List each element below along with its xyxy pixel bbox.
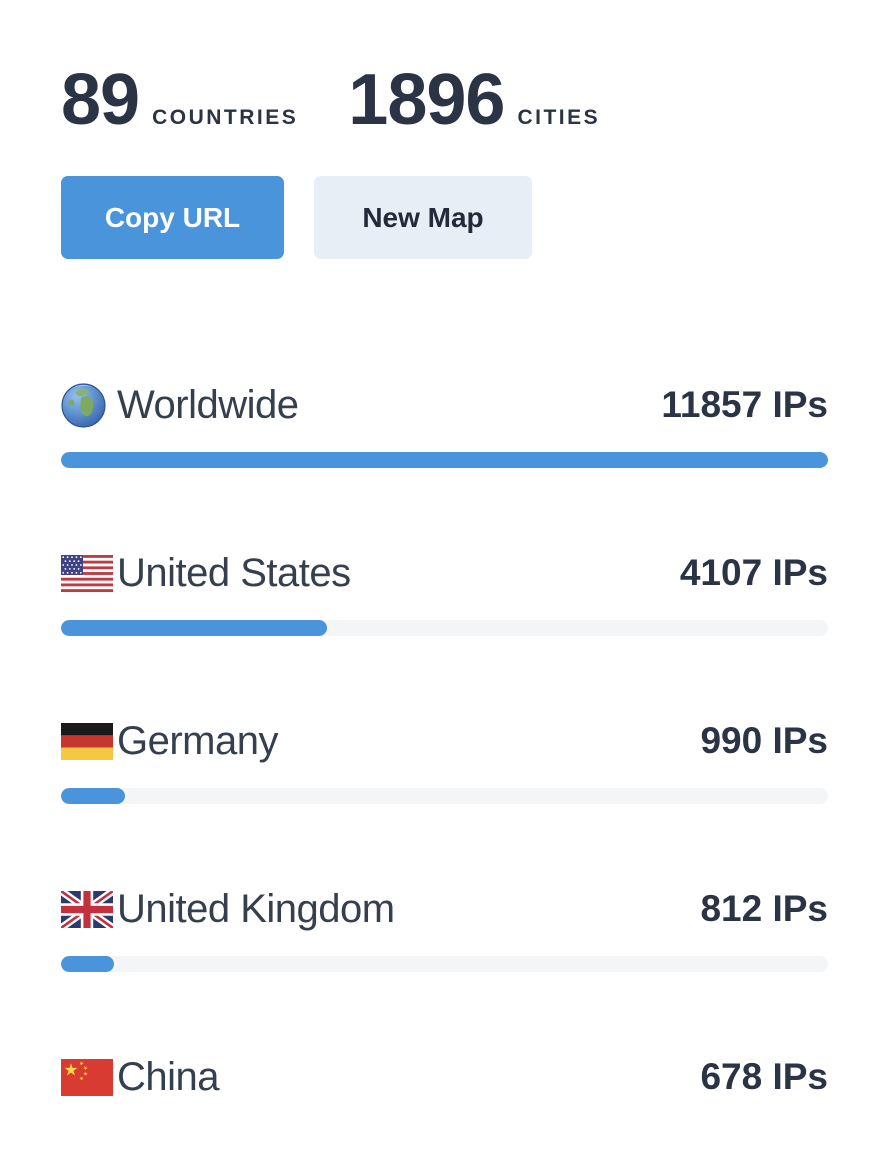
list-item: Germany 990 IPs <box>61 719 828 804</box>
location-name: United Kingdom <box>117 886 395 931</box>
countries-count: 89 <box>61 60 140 140</box>
flag-united-states-icon <box>61 551 113 595</box>
list-item: China 678 IPs <box>61 1055 828 1099</box>
new-map-button[interactable]: New Map <box>314 176 532 259</box>
cities-label: CITIES <box>517 106 601 129</box>
action-buttons: Copy URL New Map <box>61 176 886 259</box>
copy-url-button[interactable]: Copy URL <box>61 176 284 259</box>
list-item: United Kingdom 812 IPs <box>61 887 828 972</box>
progress-track <box>61 788 828 804</box>
ip-count: 990 IPs <box>700 720 828 761</box>
list-item-header: United States 4107 IPs <box>61 551 828 595</box>
ip-count: 812 IPs <box>700 888 828 929</box>
cities-stat: 1896 CITIES <box>348 64 600 136</box>
location-name: Germany <box>117 718 279 763</box>
flag-germany-icon <box>61 719 113 763</box>
list-item-header: China 678 IPs <box>61 1055 828 1099</box>
list-item-header: United Kingdom 812 IPs <box>61 887 828 931</box>
list-item-header: Worldwide 11857 IPs <box>61 382 828 428</box>
location-list: Worldwide 11857 IPs United States 4107 I… <box>61 383 828 1099</box>
progress-fill <box>61 956 114 972</box>
flag-china-icon <box>61 1055 113 1099</box>
countries-label: COUNTRIES <box>152 106 299 129</box>
location-name: United States <box>117 550 351 595</box>
progress-track <box>61 956 828 972</box>
flag-united-kingdom-icon <box>61 887 113 931</box>
progress-fill <box>61 452 828 468</box>
list-item: United States 4107 IPs <box>61 551 828 636</box>
ip-count: 678 IPs <box>700 1056 828 1097</box>
countries-stat: 89 COUNTRIES <box>61 64 298 136</box>
ip-count: 4107 IPs <box>679 552 828 593</box>
list-item: Worldwide 11857 IPs <box>61 383 828 468</box>
cities-count: 1896 <box>348 60 505 140</box>
summary-stats: 89 COUNTRIES 1896 CITIES <box>61 64 828 136</box>
progress-track <box>61 620 828 636</box>
progress-fill <box>61 620 327 636</box>
location-name: China <box>117 1054 220 1099</box>
ip-count: 11857 IPs <box>661 384 828 425</box>
progress-fill <box>61 788 126 804</box>
progress-track <box>61 452 828 468</box>
globe-icon <box>61 382 113 428</box>
location-name: Worldwide <box>117 382 299 427</box>
list-item-header: Germany 990 IPs <box>61 719 828 763</box>
